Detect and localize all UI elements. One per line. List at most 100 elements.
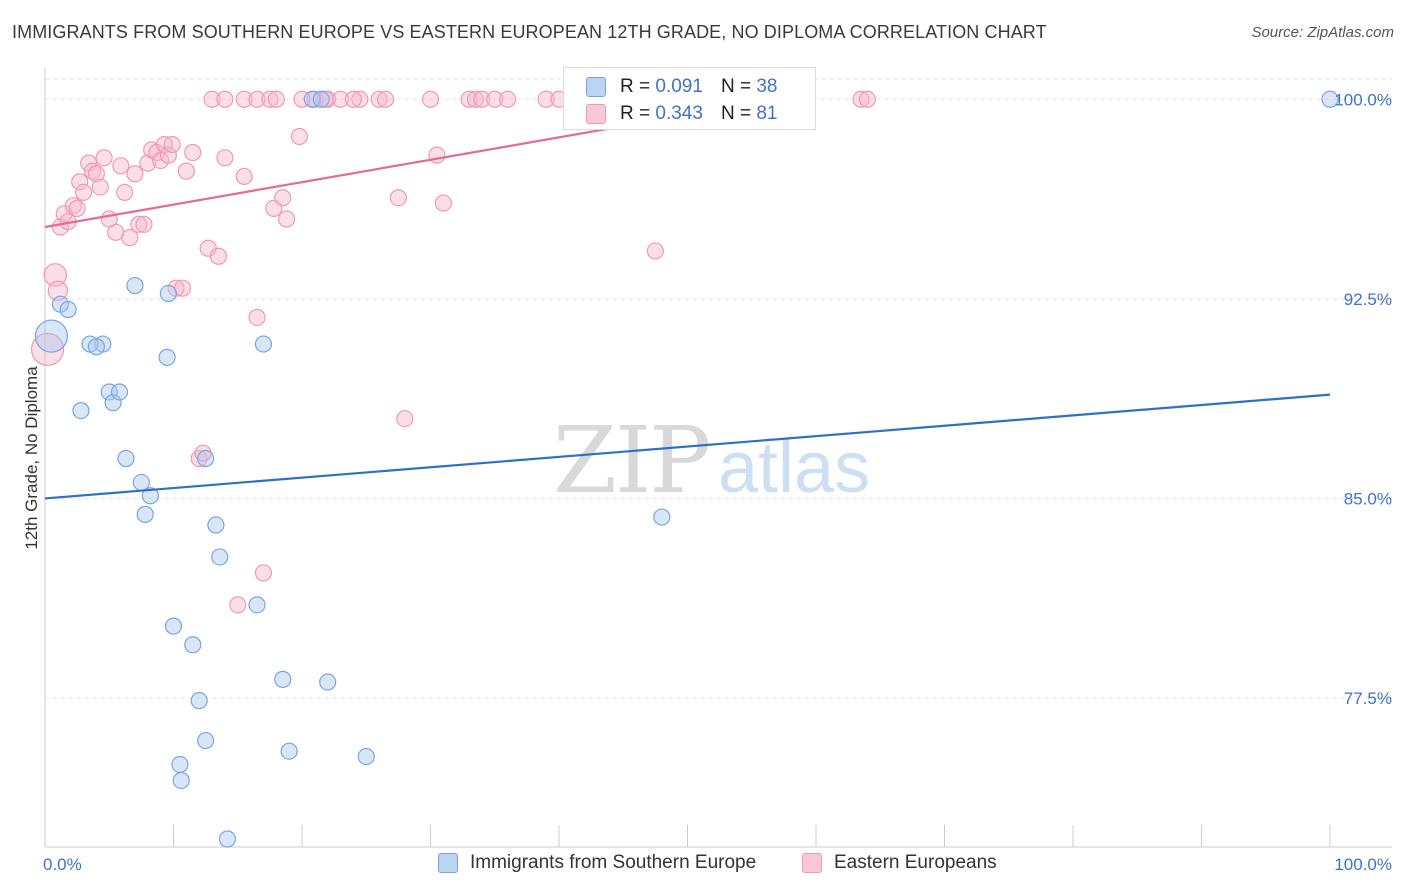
data-point-eastern-europeans bbox=[203, 90, 221, 108]
data-point-eastern-europeans bbox=[184, 143, 202, 162]
r-value: 0.091 bbox=[655, 76, 703, 97]
data-point-eastern-europeans bbox=[852, 90, 870, 108]
data-point-southern-europe bbox=[357, 747, 375, 766]
data-point-eastern-europeans bbox=[177, 162, 195, 180]
data-point-eastern-europeans bbox=[159, 146, 177, 164]
watermark-zip: ZIP bbox=[553, 407, 709, 514]
data-point-eastern-europeans bbox=[396, 409, 414, 428]
x-tick-label-min: 0.0% bbox=[43, 855, 82, 874]
data-point-southern-europe bbox=[158, 348, 176, 366]
data-point-eastern-europeans bbox=[344, 90, 362, 108]
data-point-eastern-europeans bbox=[71, 173, 89, 191]
data-point-eastern-europeans bbox=[209, 247, 228, 265]
data-point-eastern-europeans bbox=[537, 90, 555, 108]
data-point-eastern-europeans bbox=[466, 90, 485, 108]
data-point-eastern-europeans bbox=[376, 90, 395, 108]
data-point-eastern-europeans bbox=[267, 90, 285, 108]
data-point-southern-europe bbox=[248, 596, 266, 614]
n-label: N = bbox=[720, 103, 752, 124]
data-point-eastern-europeans bbox=[47, 280, 69, 302]
data-point-eastern-europeans bbox=[229, 596, 247, 614]
data-point-eastern-europeans bbox=[163, 135, 181, 154]
data-point-eastern-europeans bbox=[235, 90, 253, 108]
data-point-southern-europe bbox=[34, 319, 69, 353]
data-point-eastern-europeans bbox=[216, 149, 234, 167]
watermark: ZIP atlas bbox=[553, 407, 870, 514]
data-point-southern-europe bbox=[117, 449, 135, 468]
data-point-eastern-europeans bbox=[473, 90, 491, 108]
data-point-eastern-europeans bbox=[460, 90, 478, 108]
data-point-southern-europe bbox=[274, 670, 292, 688]
data-point-eastern-europeans bbox=[30, 332, 65, 367]
data-point-eastern-europeans bbox=[216, 90, 234, 108]
data-point-eastern-europeans bbox=[87, 165, 106, 183]
data-point-eastern-europeans bbox=[646, 242, 664, 260]
data-point-eastern-europeans bbox=[254, 564, 273, 582]
data-point-southern-europe bbox=[184, 636, 202, 654]
y-tick-label: 92.5% bbox=[1344, 290, 1392, 309]
data-point-eastern-europeans bbox=[135, 215, 153, 233]
data-point-southern-europe bbox=[172, 771, 190, 790]
legend-swatch-blue bbox=[438, 853, 458, 873]
n-label: N = bbox=[720, 76, 752, 97]
axis-layer bbox=[44, 68, 1392, 848]
data-point-eastern-europeans bbox=[248, 308, 266, 327]
source-label: Source: ZipAtlas.com bbox=[1251, 24, 1394, 41]
data-point-eastern-europeans bbox=[248, 90, 266, 108]
data-point-eastern-europeans bbox=[130, 215, 148, 233]
data-point-eastern-europeans bbox=[389, 189, 407, 207]
y-tick-label: 77.5% bbox=[1344, 689, 1392, 708]
legend-item-eastern-europeans[interactable]: Eastern Europeans bbox=[802, 852, 997, 874]
data-point-southern-europe bbox=[104, 394, 122, 412]
data-point-eastern-europeans bbox=[126, 165, 144, 183]
data-point-southern-europe bbox=[211, 548, 229, 566]
r-label: R = bbox=[620, 76, 651, 97]
data-point-eastern-europeans bbox=[274, 189, 292, 207]
data-point-eastern-europeans bbox=[68, 199, 86, 217]
data-point-eastern-europeans bbox=[261, 90, 279, 108]
data-point-southern-europe bbox=[164, 617, 183, 635]
data-point-eastern-europeans bbox=[91, 178, 109, 196]
r-label: R = bbox=[620, 103, 651, 124]
legend-row-eastern-europeans: R = 0.343 N = 81 bbox=[586, 101, 777, 127]
data-point-southern-europe bbox=[72, 402, 90, 420]
legend-swatch-pink bbox=[802, 853, 822, 873]
y-tick-label: 85.0% bbox=[1344, 489, 1392, 508]
data-point-eastern-europeans bbox=[351, 90, 369, 108]
series-legend: Immigrants from Southern Europe Eastern … bbox=[0, 852, 1406, 878]
data-point-southern-europe bbox=[110, 383, 129, 401]
data-point-eastern-europeans bbox=[858, 90, 877, 108]
y-axis-label: 12th Grade, No Diploma bbox=[22, 366, 41, 550]
n-value: 81 bbox=[756, 103, 778, 124]
data-point-southern-europe bbox=[312, 90, 330, 108]
data-point-southern-europe bbox=[1321, 90, 1339, 108]
y-tick-label: 100.0% bbox=[1334, 90, 1392, 109]
data-point-southern-europe bbox=[218, 830, 237, 848]
data-point-southern-europe bbox=[653, 508, 671, 526]
data-point-eastern-europeans bbox=[486, 90, 504, 108]
data-point-eastern-europeans bbox=[74, 183, 93, 202]
data-point-southern-europe bbox=[190, 692, 208, 710]
data-point-southern-europe bbox=[126, 276, 144, 295]
data-point-eastern-europeans bbox=[112, 157, 130, 175]
correlation-legend: R = 0.091 N = 38 R = 0.343 N = 81 bbox=[563, 67, 816, 130]
chart-title: IMMIGRANTS FROM SOUTHERN EUROPE VS EASTE… bbox=[12, 22, 1047, 42]
data-point-southern-europe bbox=[254, 335, 273, 353]
data-point-southern-europe bbox=[136, 505, 154, 523]
southern-europe-points bbox=[34, 90, 1339, 848]
data-point-southern-europe bbox=[280, 742, 298, 760]
eastern-europeans-points bbox=[30, 90, 877, 614]
legend-row-southern-europe: R = 0.091 N = 38 bbox=[586, 74, 777, 100]
data-point-eastern-europeans bbox=[116, 183, 134, 202]
data-point-southern-europe bbox=[159, 284, 177, 303]
data-point-eastern-europeans bbox=[277, 210, 296, 228]
data-point-southern-europe bbox=[319, 673, 337, 691]
legend-item-southern-europe[interactable]: Immigrants from Southern Europe bbox=[438, 852, 756, 874]
data-point-southern-europe bbox=[141, 487, 159, 505]
data-point-eastern-europeans bbox=[121, 229, 139, 247]
x-tick-label-max: 100.0% bbox=[1334, 855, 1392, 874]
legend-label: Immigrants from Southern Europe bbox=[470, 852, 757, 873]
data-point-eastern-europeans bbox=[421, 90, 440, 108]
data-point-southern-europe bbox=[197, 731, 215, 750]
data-point-eastern-europeans bbox=[370, 90, 388, 108]
